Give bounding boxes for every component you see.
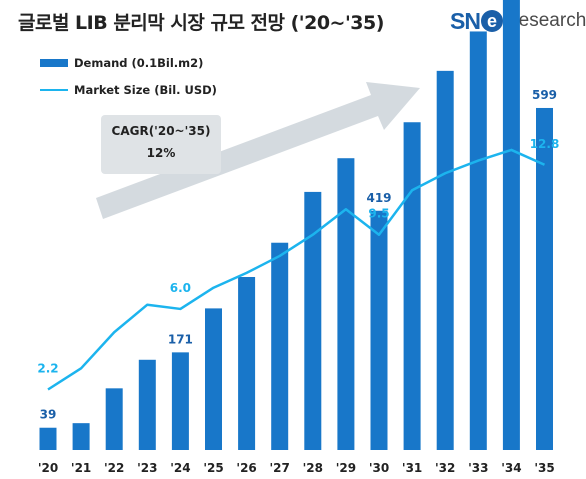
demand-bar-9 bbox=[337, 158, 355, 450]
cagr-box: CAGR('20~'35) 12% bbox=[101, 115, 221, 174]
cagr-value: 12% bbox=[146, 146, 176, 160]
demand-bar-14 bbox=[502, 0, 520, 450]
demand-bar-12 bbox=[436, 70, 454, 450]
demand-bar-7 bbox=[271, 242, 289, 450]
x-tick-label-3: '23 bbox=[137, 461, 157, 475]
sne-research-logo: SN e Research bbox=[450, 6, 586, 36]
market-data-label-4: 6.0 bbox=[170, 281, 191, 295]
x-tick-label-5: '25 bbox=[203, 461, 223, 475]
demand-bar-15 bbox=[536, 107, 553, 450]
demand-data-label-15: 599 bbox=[532, 88, 557, 102]
x-tick-label-14: '34 bbox=[501, 461, 521, 475]
legend-bar-swatch bbox=[40, 59, 68, 67]
demand-bar-8 bbox=[304, 191, 322, 450]
x-tick-label-13: '33 bbox=[468, 461, 488, 475]
demand-bar-1 bbox=[72, 423, 90, 450]
demand-data-label-10: 419 bbox=[366, 191, 391, 205]
demand-bar-11 bbox=[403, 122, 421, 450]
demand-bar-2 bbox=[105, 388, 123, 450]
x-tick-label-4: '24 bbox=[170, 461, 190, 475]
x-tick-label-9: '29 bbox=[336, 461, 356, 475]
logo-e-circle: e bbox=[480, 10, 503, 32]
demand-data-label-4: 171 bbox=[168, 332, 193, 346]
legend-demand-label: Demand (0.1Bil.m2) bbox=[74, 56, 204, 70]
x-tick-label-12: '32 bbox=[435, 461, 455, 475]
demand-bar-6 bbox=[238, 276, 256, 450]
x-tick-label-11: '31 bbox=[402, 461, 422, 475]
x-tick-label-1: '21 bbox=[71, 461, 91, 475]
legend-item-market-size: Market Size (Bil. USD) bbox=[40, 83, 217, 97]
demand-bar-5 bbox=[205, 308, 222, 450]
demand-bar-0 bbox=[39, 427, 57, 450]
x-tick-label-10: '30 bbox=[369, 461, 389, 475]
x-tick-label-8: '28 bbox=[303, 461, 323, 475]
legend-item-demand: Demand (0.1Bil.m2) bbox=[40, 56, 203, 70]
x-tick-label-15: '35 bbox=[534, 461, 554, 475]
logo-research-text: Research bbox=[504, 10, 586, 31]
cagr-label: CAGR('20~'35) bbox=[111, 124, 211, 138]
x-tick-label-6: '26 bbox=[236, 461, 256, 475]
x-tick-label-0: '20 bbox=[38, 461, 58, 475]
legend-line-swatch bbox=[40, 88, 68, 92]
x-tick-label-2: '22 bbox=[104, 461, 124, 475]
demand-bar-10 bbox=[370, 210, 388, 450]
demand-bar-13 bbox=[469, 31, 487, 450]
page-title: 글로벌 LIB 분리막 시장 규모 전망 ('20~'35) bbox=[18, 12, 384, 34]
demand-bar-3 bbox=[138, 359, 156, 450]
market-data-label-0: 2.2 bbox=[37, 362, 58, 376]
x-tick-label-7: '27 bbox=[270, 461, 290, 475]
demand-data-label-0: 39 bbox=[40, 408, 57, 422]
demand-bar-4 bbox=[171, 352, 189, 450]
legend-market-label: Market Size (Bil. USD) bbox=[74, 83, 217, 97]
market-data-label-15: 12.8 bbox=[530, 137, 560, 151]
trend-arrow bbox=[96, 82, 420, 219]
logo-sn-text: SN bbox=[450, 7, 481, 34]
market-size-line bbox=[47, 148, 546, 391]
market-data-label-10: 9.5 bbox=[368, 207, 389, 221]
